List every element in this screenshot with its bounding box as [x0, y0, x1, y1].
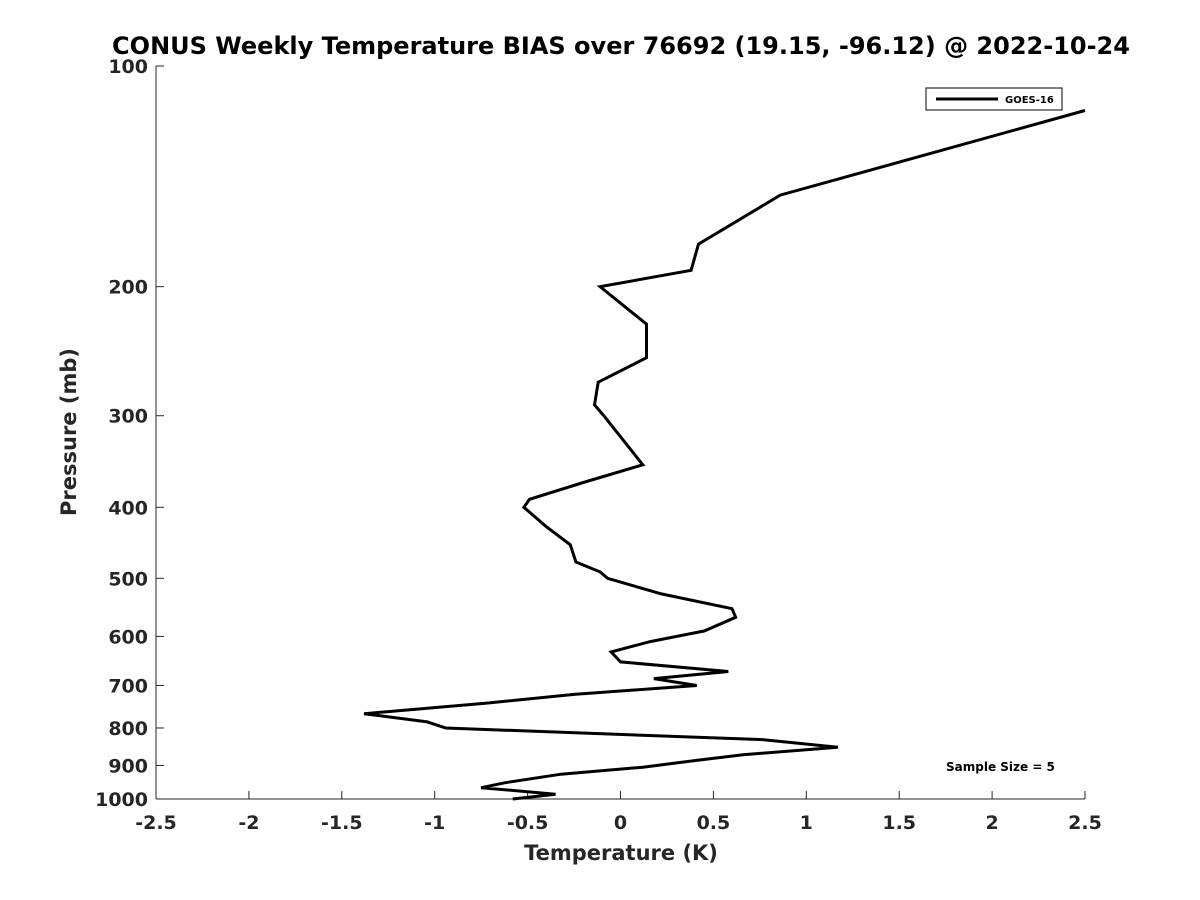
- x-tick-label: -2: [238, 812, 259, 834]
- x-tick-label: -2.5: [135, 812, 177, 834]
- y-tick-label: 400: [108, 497, 148, 519]
- ticks: -2.5 -2 -1.5 -1 -0.5 0 0.5 1 1.5 2 2.5 100 200 300 400…: [95, 56, 1102, 834]
- x-tick-label: 2.5: [1068, 812, 1102, 834]
- x-axis-label: Temperature (K): [524, 841, 718, 865]
- y-tick-label: 1000: [95, 789, 148, 811]
- series: [363, 109, 1086, 801]
- x-tick-label: 1: [800, 812, 813, 834]
- x-tick-label: 2: [985, 812, 998, 834]
- legend: GOES-16: [925, 87, 1063, 111]
- y-tick-label: 500: [108, 568, 148, 590]
- y-tick-label: 600: [108, 626, 148, 648]
- legend-label: GOES-16: [1005, 95, 1054, 106]
- y-tick-label: 100: [108, 56, 148, 78]
- plot-frame: [156, 66, 1085, 799]
- x-tick-label: -1.5: [321, 812, 363, 834]
- axes: [155, 66, 1085, 800]
- sample-size-annotation: Sample Size = 5: [946, 760, 1055, 774]
- y-tick-label: 800: [108, 718, 148, 740]
- y-tick-label: 700: [108, 675, 148, 697]
- x-tick-label: 0: [614, 812, 627, 834]
- y-tick-label: 200: [108, 277, 148, 299]
- x-tick-label: 0.5: [697, 812, 731, 834]
- y-tick-label: 900: [108, 755, 148, 777]
- chart-title: CONUS Weekly Temperature BIAS over 76692…: [112, 32, 1130, 60]
- series-line-goes-16: [363, 109, 1086, 801]
- x-tick-label: -0.5: [507, 812, 549, 834]
- y-tick-label: 300: [108, 406, 148, 428]
- x-tick-label: -1: [424, 812, 445, 834]
- y-axis-label: Pressure (mb): [57, 348, 81, 516]
- x-tick-label: 1.5: [882, 812, 916, 834]
